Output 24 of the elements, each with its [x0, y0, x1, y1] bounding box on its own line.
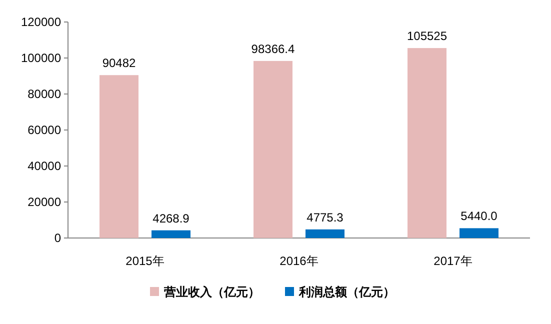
data-label: 98366.4: [251, 42, 296, 56]
data-label: 5440.0: [460, 209, 498, 224]
y-tick-label: 20000: [28, 195, 62, 209]
x-tick-label: 2017年: [434, 254, 472, 268]
y-tick-label: 80000: [28, 87, 62, 101]
bar: [100, 75, 138, 238]
bar: [306, 229, 344, 238]
data-label: 4268.9: [152, 211, 190, 226]
bar: [460, 228, 498, 238]
y-tick-label: 60000: [28, 123, 62, 137]
legend-label: 营业收入（亿元）: [163, 285, 260, 299]
data-label: 105525: [406, 29, 448, 44]
x-tick-label: 2015年: [126, 254, 164, 268]
y-tick-label: 120000: [20, 15, 62, 29]
bar: [152, 230, 190, 238]
y-tick-label: 40000: [28, 159, 62, 173]
bar: [408, 48, 446, 238]
y-tick-label: 100000: [20, 51, 62, 65]
bar: [254, 60, 292, 238]
y-tick-label: 0: [54, 231, 62, 245]
x-tick-label: 2016年: [280, 254, 318, 268]
data-label: 90482: [102, 56, 136, 70]
data-label: 4775.3: [306, 210, 344, 224]
legend-label: 利润总额（亿元）: [298, 285, 395, 299]
